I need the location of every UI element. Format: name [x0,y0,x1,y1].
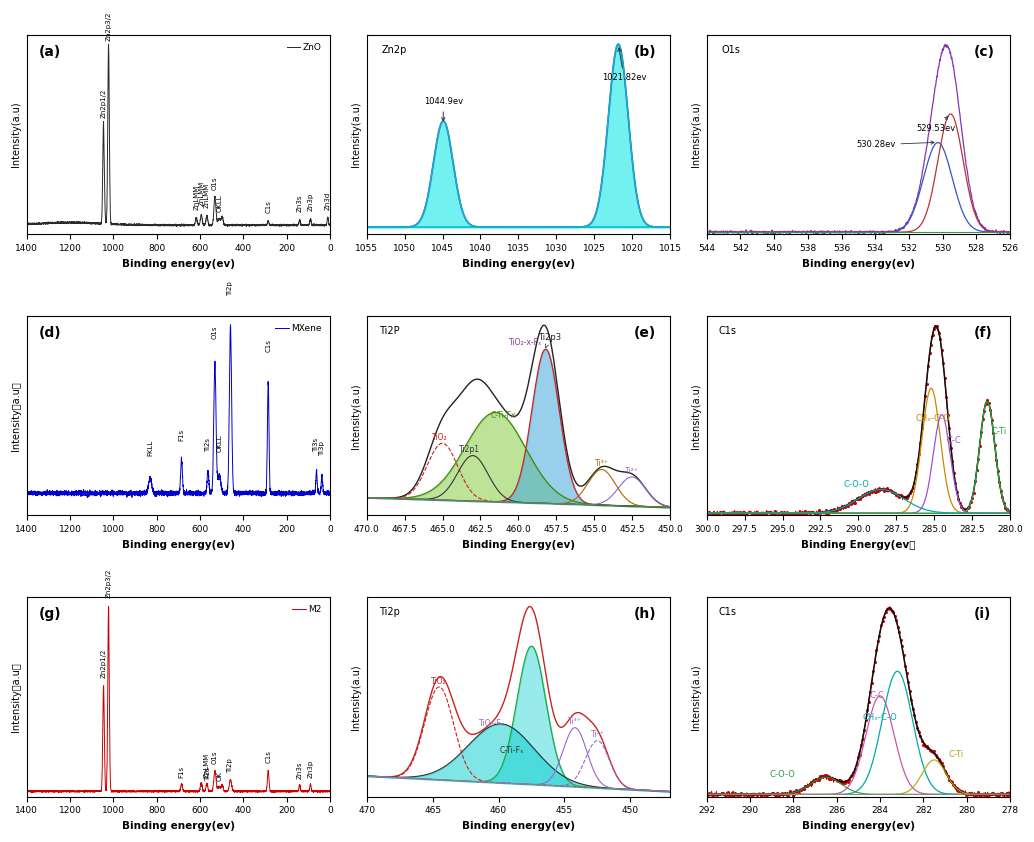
Text: Ti3s: Ti3s [313,438,320,452]
Text: ZnLMM: ZnLMM [199,181,205,206]
X-axis label: Binding Energy(ev): Binding Energy(ev) [462,540,575,550]
Legend: M2: M2 [288,602,326,618]
Text: C1s: C1s [265,200,271,213]
Y-axis label: Intensity(a.u): Intensity(a.u) [352,383,361,449]
Text: ZnLMM: ZnLMM [204,183,210,208]
Text: (g): (g) [39,607,61,621]
Text: Zn2p1/2: Zn2p1/2 [100,88,107,118]
Text: F1s: F1s [179,429,184,441]
Text: C-C: C-C [870,691,884,700]
Text: C-C: C-C [946,436,961,445]
Text: Ti³⁺: Ti³⁺ [568,717,582,727]
Text: C-Ti-Fₓ: C-Ti-Fₓ [499,746,524,754]
Text: F1s: F1s [179,765,184,777]
Text: (d): (d) [39,326,61,340]
Text: ZnLMM: ZnLMM [193,184,200,210]
Text: Zn2p3/2: Zn2p3/2 [105,569,112,598]
Text: (f): (f) [974,326,993,340]
Text: Zn2p3/2: Zn2p3/2 [105,11,112,40]
Text: 529.53ev: 529.53ev [917,116,956,133]
Text: (a): (a) [39,45,61,59]
Text: Ti2s: Ti2s [205,439,211,452]
Text: (i): (i) [974,607,991,621]
Text: C-Ti: C-Ti [948,750,964,759]
Y-axis label: Intensity（a.u）: Intensity（a.u） [11,381,21,450]
Y-axis label: Intensity(a.u): Intensity(a.u) [352,664,361,730]
Text: Ti2p: Ti2p [378,607,400,617]
Text: Ti²⁺: Ti²⁺ [626,466,639,476]
Text: TiO₂: TiO₂ [431,433,448,442]
Text: C1s: C1s [719,607,737,617]
X-axis label: Binding energy(ev): Binding energy(ev) [122,821,235,831]
Text: FKLL: FKLL [147,440,153,456]
Text: C-Ti: C-Ti [992,427,1007,436]
Text: Zn3p: Zn3p [307,193,313,210]
Y-axis label: Intensity(a.u): Intensity(a.u) [691,383,701,449]
Text: (e): (e) [634,326,656,340]
Text: C1s: C1s [265,750,271,763]
Text: Ti2p3: Ti2p3 [538,333,560,348]
X-axis label: Binding Energy(ev）: Binding Energy(ev） [801,540,916,550]
X-axis label: Binding energy(ev): Binding energy(ev) [802,821,915,831]
Text: TiO₂-x-Fₓ: TiO₂-x-Fₓ [509,338,543,347]
Text: O1s: O1s [212,326,218,339]
Text: CHₓ-C-O: CHₓ-C-O [862,713,898,722]
Text: C-O-O: C-O-O [769,770,795,779]
Y-axis label: Intensity(a.u): Intensity(a.u) [691,102,701,168]
Text: Ti³⁺: Ti³⁺ [595,459,609,468]
Y-axis label: Intensity（a.u）: Intensity（a.u） [11,662,21,732]
Text: OK: OK [216,771,222,781]
Text: C1s: C1s [719,326,737,336]
Text: Zn2p: Zn2p [382,45,407,55]
Text: Ti²⁺: Ti²⁺ [590,730,605,739]
Text: O1s: O1s [212,750,218,764]
Text: 530.28ev: 530.28ev [856,141,934,149]
Text: C-Ti-Fx: C-Ti-Fx [490,411,516,420]
X-axis label: Binding energy(ev): Binding energy(ev) [122,540,235,550]
Text: Zn2p1/2: Zn2p1/2 [100,648,107,678]
Text: TiO₂: TiO₂ [431,677,447,685]
Text: O1s: O1s [722,45,740,55]
Y-axis label: Intensity(a.u): Intensity(a.u) [11,102,21,168]
Legend: MXene: MXene [272,321,326,337]
Text: (c): (c) [974,45,995,59]
Text: O1s: O1s [212,176,218,189]
Text: ZnLMM: ZnLMM [204,752,210,777]
Legend: ZnO: ZnO [283,40,326,56]
X-axis label: Binding energy(ev): Binding energy(ev) [462,258,575,269]
X-axis label: Binding energy(ev): Binding energy(ev) [122,258,235,269]
X-axis label: Binding energy(ev): Binding energy(ev) [802,258,915,269]
Text: (h): (h) [634,607,657,621]
Text: Zn3d: Zn3d [325,191,331,210]
Y-axis label: Intensity(a.u): Intensity(a.u) [691,664,701,730]
Text: Ti2p: Ti2p [227,759,234,773]
Text: TiO₂-Fₓ: TiO₂-Fₓ [479,719,505,727]
Text: Ti3p: Ti3p [318,441,325,456]
Y-axis label: Intensity(a.u): Intensity(a.u) [352,102,361,168]
Text: Ti2s: Ti2s [205,767,211,781]
X-axis label: Binding energy(ev): Binding energy(ev) [462,821,575,831]
Text: OKLL: OKLL [216,434,222,452]
Text: Zn3s: Zn3s [297,761,303,779]
Text: CHₓ-C-O: CHₓ-C-O [916,414,950,423]
Text: 1021.82ev: 1021.82ev [602,48,646,83]
Text: Ti2p: Ti2p [227,282,234,296]
Text: C-O-O: C-O-O [843,480,870,488]
Text: Ti2p1: Ti2p1 [459,445,481,455]
Text: (b): (b) [634,45,657,59]
Text: OKLL: OKLL [216,195,222,212]
Text: Zn3p: Zn3p [307,759,313,777]
Text: C1s: C1s [265,339,271,352]
Text: Zn3s: Zn3s [297,195,303,212]
Text: Ti2P: Ti2P [378,326,399,336]
Text: 1044.9ev: 1044.9ev [424,98,463,120]
